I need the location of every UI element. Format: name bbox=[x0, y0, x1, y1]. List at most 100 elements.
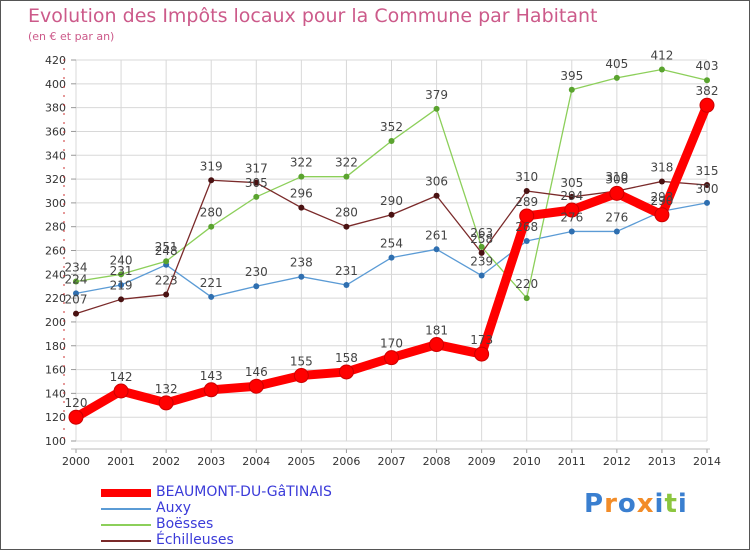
data-label--chilleuses: 318 bbox=[650, 160, 673, 174]
y-tick-label: 200 bbox=[45, 316, 66, 329]
data-label-beaumont-du-g-tinais: 308 bbox=[605, 172, 628, 186]
x-tick-label: 2002 bbox=[152, 455, 180, 468]
data-point-bo-sses bbox=[343, 173, 350, 180]
data-point-beaumont-du-g-tinais bbox=[68, 409, 84, 425]
data-label--chilleuses: 317 bbox=[245, 162, 268, 176]
x-tick-label: 2005 bbox=[287, 455, 315, 468]
data-point--chilleuses bbox=[343, 223, 350, 230]
data-label-beaumont-du-g-tinais: 142 bbox=[110, 370, 133, 384]
data-label-beaumont-du-g-tinais: 294 bbox=[560, 189, 583, 203]
data-label-auxy: 248 bbox=[155, 244, 178, 258]
x-tick-label: 2008 bbox=[423, 455, 451, 468]
data-point-beaumont-du-g-tinais bbox=[609, 185, 625, 201]
data-label-auxy: 224 bbox=[65, 272, 88, 286]
data-label-beaumont-du-g-tinais: 158 bbox=[335, 351, 358, 365]
data-point-bo-sses bbox=[478, 243, 485, 250]
data-point--chilleuses bbox=[478, 249, 485, 256]
data-label--chilleuses: 280 bbox=[335, 206, 358, 220]
logo-letter: o bbox=[617, 489, 637, 519]
data-label-auxy: 268 bbox=[515, 220, 538, 234]
data-point--chilleuses bbox=[388, 211, 395, 218]
data-label-bo-sses: 395 bbox=[560, 69, 583, 83]
data-point--chilleuses bbox=[73, 310, 79, 317]
data-point-bo-sses bbox=[73, 278, 79, 285]
data-point-bo-sses bbox=[613, 74, 620, 81]
data-label-auxy: 231 bbox=[110, 264, 133, 278]
data-label--chilleuses: 310 bbox=[605, 170, 628, 184]
data-label-bo-sses: 322 bbox=[335, 156, 358, 170]
data-label-auxy: 261 bbox=[425, 228, 448, 242]
data-point-beaumont-du-g-tinais bbox=[429, 337, 445, 353]
y-tick-label: 420 bbox=[45, 54, 66, 67]
data-point-beaumont-du-g-tinais bbox=[203, 382, 219, 398]
data-label-auxy: 238 bbox=[290, 256, 313, 270]
legend-label-boesses: Boësses bbox=[156, 516, 214, 532]
x-tick-label: 2007 bbox=[378, 455, 406, 468]
data-point-beaumont-du-g-tinais bbox=[699, 97, 715, 113]
data-label--chilleuses: 219 bbox=[110, 278, 133, 292]
y-tick-label: 260 bbox=[45, 245, 66, 258]
data-point--chilleuses bbox=[163, 291, 170, 298]
data-label-bo-sses: 305 bbox=[245, 176, 268, 190]
data-label-auxy: 221 bbox=[200, 276, 223, 290]
logo-letter: P bbox=[584, 489, 605, 519]
data-point--chilleuses bbox=[658, 178, 665, 185]
legend-label-echilleuses: Échilleuses bbox=[156, 532, 234, 548]
data-label--chilleuses: 258 bbox=[470, 232, 493, 246]
data-label-bo-sses: 403 bbox=[696, 59, 719, 73]
data-point-bo-sses bbox=[568, 86, 575, 93]
data-point-auxy bbox=[298, 273, 305, 280]
data-point-beaumont-du-g-tinais bbox=[293, 368, 309, 384]
data-point-bo-sses bbox=[163, 258, 170, 265]
data-point-beaumont-du-g-tinais bbox=[384, 350, 399, 366]
data-label--chilleuses: 296 bbox=[290, 187, 313, 201]
logo-letter: r bbox=[604, 489, 618, 519]
x-tick-label: 2001 bbox=[107, 455, 135, 468]
data-label-beaumont-du-g-tinais: 290 bbox=[650, 194, 673, 208]
y-tick-label: 400 bbox=[45, 78, 66, 91]
y-tick-label: 160 bbox=[45, 364, 66, 377]
chart-title: Evolution des Impôts locaux pour la Comm… bbox=[28, 5, 598, 27]
data-point--chilleuses bbox=[118, 296, 125, 303]
x-tick-label: 2014 bbox=[693, 455, 721, 468]
data-label-beaumont-du-g-tinais: 181 bbox=[425, 324, 448, 338]
logo-letter: t bbox=[664, 489, 678, 519]
data-label-auxy: 230 bbox=[245, 265, 268, 279]
y-tick-label: 280 bbox=[45, 221, 66, 234]
data-point-bo-sses bbox=[118, 271, 125, 278]
data-label-auxy: 276 bbox=[560, 210, 583, 224]
data-point--chilleuses bbox=[523, 187, 530, 194]
data-label-bo-sses: 379 bbox=[425, 88, 448, 102]
y-tick-label: 340 bbox=[45, 149, 66, 162]
data-label-beaumont-du-g-tinais: 155 bbox=[290, 355, 313, 369]
legend-swatch-boesses bbox=[101, 524, 151, 526]
point-labels: 224 231 248 221 230 238 231 254 261 239 268 276 276 2… bbox=[65, 49, 719, 411]
data-label-auxy: 231 bbox=[335, 264, 358, 278]
y-tick-label: 120 bbox=[45, 411, 66, 424]
y-tick-label: 180 bbox=[45, 340, 66, 353]
data-point--chilleuses bbox=[704, 182, 710, 189]
data-point-beaumont-du-g-tinais bbox=[519, 208, 535, 224]
data-label-bo-sses: 234 bbox=[65, 260, 88, 274]
data-point--chilleuses bbox=[568, 193, 575, 200]
x-tick-label: 2013 bbox=[648, 455, 676, 468]
x-tick-label: 2006 bbox=[332, 455, 360, 468]
data-label-beaumont-du-g-tinais: 143 bbox=[200, 369, 223, 383]
x-tick-label: 2000 bbox=[62, 455, 90, 468]
chart-subtitle: (en € et par an) bbox=[28, 30, 115, 43]
data-point-auxy bbox=[523, 237, 530, 244]
data-point-bo-sses bbox=[208, 223, 215, 230]
data-label--chilleuses: 305 bbox=[560, 176, 583, 190]
data-label-beaumont-du-g-tinais: 132 bbox=[155, 382, 178, 396]
data-point-beaumont-du-g-tinais bbox=[248, 378, 264, 394]
data-label-bo-sses: 352 bbox=[380, 120, 403, 134]
x-tick-label: 2011 bbox=[558, 455, 586, 468]
y-tick-label: 100 bbox=[45, 435, 66, 448]
y-tick-label: 360 bbox=[45, 125, 66, 138]
data-point-auxy bbox=[253, 283, 260, 290]
data-point-auxy bbox=[433, 246, 440, 253]
data-label--chilleuses: 290 bbox=[380, 194, 403, 208]
data-point-beaumont-du-g-tinais bbox=[564, 202, 580, 218]
data-point-auxy bbox=[208, 293, 215, 300]
data-label-bo-sses: 280 bbox=[200, 206, 223, 220]
